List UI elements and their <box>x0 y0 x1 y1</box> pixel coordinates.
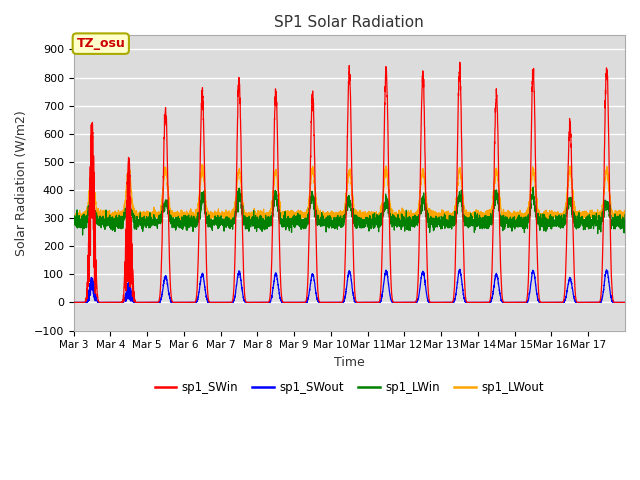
sp1_SWout <box>456 266 464 272</box>
sp1_SWin <box>329 300 337 305</box>
sp1_LWout <box>329 214 337 220</box>
sp1_SWout <box>70 300 77 305</box>
sp1_SWin <box>621 300 629 305</box>
sp1_LWin <box>473 220 481 226</box>
Text: TZ_osu: TZ_osu <box>76 37 125 50</box>
Legend: sp1_SWin, sp1_SWout, sp1_LWin, sp1_LWout: sp1_SWin, sp1_SWout, sp1_LWin, sp1_LWout <box>150 376 549 398</box>
Y-axis label: Solar Radiation (W/m2): Solar Radiation (W/m2) <box>15 110 28 256</box>
sp1_SWout <box>504 300 512 305</box>
sp1_LWout <box>621 209 629 215</box>
Line: sp1_LWout: sp1_LWout <box>74 165 625 223</box>
sp1_SWin <box>456 60 463 65</box>
Line: sp1_LWin: sp1_LWin <box>74 187 625 235</box>
sp1_LWin <box>79 232 86 238</box>
sp1_SWin <box>621 300 628 305</box>
sp1_SWout <box>621 300 628 305</box>
sp1_SWout <box>621 300 629 305</box>
sp1_LWin <box>169 221 177 227</box>
sp1_LWin <box>621 219 628 225</box>
sp1_LWin <box>329 223 337 228</box>
Line: sp1_SWout: sp1_SWout <box>74 269 625 302</box>
sp1_SWin <box>473 300 481 305</box>
Title: SP1 Solar Radiation: SP1 Solar Radiation <box>275 15 424 30</box>
sp1_LWin <box>529 184 537 190</box>
sp1_SWout <box>329 300 337 305</box>
sp1_LWout <box>169 214 177 219</box>
sp1_LWout <box>621 207 628 213</box>
sp1_LWout <box>473 212 481 218</box>
sp1_LWout <box>443 212 451 217</box>
sp1_LWin <box>443 218 451 224</box>
sp1_SWin <box>504 300 512 305</box>
X-axis label: Time: Time <box>334 356 365 369</box>
sp1_SWout <box>442 300 450 305</box>
sp1_LWout <box>504 209 512 215</box>
sp1_SWout <box>473 300 481 305</box>
sp1_SWout <box>169 300 177 305</box>
sp1_SWin <box>442 300 450 305</box>
sp1_LWin <box>621 212 629 217</box>
Line: sp1_SWin: sp1_SWin <box>74 62 625 302</box>
sp1_LWin <box>504 216 512 222</box>
sp1_LWout <box>427 220 435 226</box>
sp1_LWout <box>70 216 77 221</box>
sp1_LWout <box>198 162 206 168</box>
sp1_LWin <box>70 219 77 225</box>
sp1_SWin <box>70 300 77 305</box>
sp1_SWin <box>169 299 177 305</box>
